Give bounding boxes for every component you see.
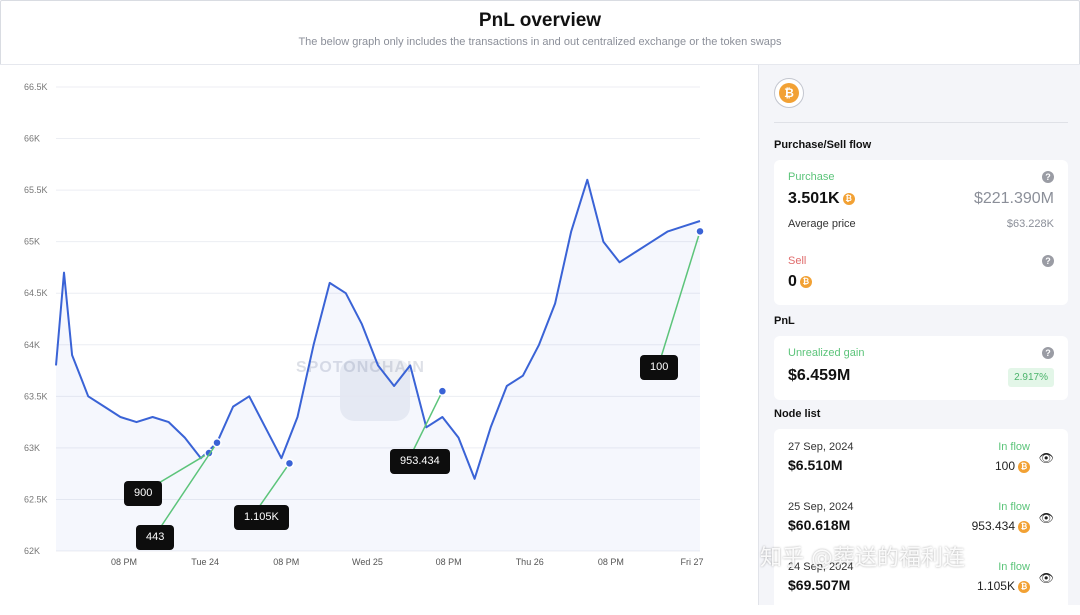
y-tick-label: 63K <box>24 443 40 453</box>
sidebar: ₿ Purchase/Sell flow Purchase ? 3.501K ₿ … <box>758 65 1080 605</box>
bitcoin-icon: ₿ <box>1018 580 1030 593</box>
purchase-sell-title: Purchase/Sell flow <box>774 139 872 151</box>
marker-tag[interactable]: 1.105K <box>234 505 289 530</box>
unrealized-gain-value: $6.459M <box>788 367 851 384</box>
marker-connector <box>153 442 218 538</box>
node-list-item[interactable]: 24 Sep, 2024 In flow $69.507M 1.105K ₿ 👁 <box>774 557 1068 615</box>
chart-svg: 62K 62.5K 63K 63.5K 64K 64.5K 65K 65.5K 66K 66.5K… <box>24 82 705 567</box>
node-flow-label: In flow <box>998 561 1030 573</box>
node-flow-label: In flow <box>998 501 1030 513</box>
hide-eye-icon[interactable]: 👁 <box>1038 571 1054 585</box>
node-amount-value: 953.434 <box>971 519 1015 533</box>
x-tick-label: 08 PM <box>598 557 624 567</box>
marker-tag[interactable]: 100 <box>640 355 679 380</box>
sell-label: Sell <box>788 255 807 267</box>
marker-tag[interactable]: 953.434 <box>390 449 450 474</box>
marker-point <box>695 226 705 237</box>
node-list-title: Node list <box>774 408 821 420</box>
purchase-sell-card: Purchase ? 3.501K ₿ $221.390M Average pri… <box>774 160 1068 305</box>
coin-selector[interactable]: ₿ <box>774 78 804 108</box>
bitcoin-icon: ₿ <box>799 275 812 288</box>
y-tick-label: 65K <box>24 237 40 247</box>
average-price-label: Average price <box>788 218 856 230</box>
y-tick-label: 62.5K <box>24 494 48 504</box>
page-header: PnL overview The below graph only includ… <box>0 0 1080 65</box>
node-amount: 100 ₿ <box>995 459 1030 473</box>
x-tick-label: Tue 24 <box>191 557 219 567</box>
sell-amount-value: 0 <box>788 273 797 290</box>
pnl-help-icon[interactable]: ? <box>1042 347 1054 359</box>
y-tick-label: 66K <box>24 134 40 144</box>
page-subtitle: The below graph only includes the transa… <box>298 36 782 48</box>
marker-tag[interactable]: 900 <box>124 481 163 506</box>
y-tick-label: 65.5K <box>24 185 48 195</box>
y-tick-label: 66.5K <box>24 82 48 92</box>
overlay-watermark: 知乎 @葬送的福利连 <box>760 546 965 571</box>
pnl-title: PnL <box>774 315 795 327</box>
node-list-item[interactable]: 27 Sep, 2024 In flow $6.510M 100 ₿ 👁 <box>774 437 1068 495</box>
x-tick-label: Wed 25 <box>352 557 383 567</box>
series-line <box>55 178 701 480</box>
sell-amount: 0 ₿ <box>788 273 812 291</box>
bitcoin-icon: ₿ <box>779 83 799 103</box>
pnl-percent-badge: 2.917% <box>1008 368 1054 387</box>
node-amount: 1.105K ₿ <box>977 579 1030 593</box>
x-tick-label: 08 PM <box>436 557 462 567</box>
x-tick-label: Thu 26 <box>516 557 544 567</box>
y-tick-label: 62K <box>24 546 40 556</box>
x-tick-label: Fri 27 <box>680 557 703 567</box>
node-date: 24 Sep, 2024 <box>788 561 854 573</box>
node-usd-value: $6.510M <box>788 457 843 473</box>
y-tick-label: 64.5K <box>24 288 48 298</box>
marker-point <box>437 386 448 396</box>
pnl-chart[interactable]: SPOTONCHAIN 62K62.5K63K63.5K64K64.5K65K6… <box>0 65 758 605</box>
bitcoin-icon: ₿ <box>1018 460 1030 473</box>
hide-eye-icon[interactable]: 👁 <box>1038 511 1054 525</box>
node-date: 25 Sep, 2024 <box>788 501 854 513</box>
node-amount-value: 1.105K <box>976 579 1015 593</box>
marker-connector <box>657 231 701 368</box>
marker-point <box>284 458 295 469</box>
watermark-logo <box>340 359 410 421</box>
node-usd-value: $60.618M <box>788 517 851 533</box>
node-list-item[interactable]: 25 Sep, 2024 In flow $60.618M 953.434 ₿ 👁 <box>774 497 1068 555</box>
node-list-card: 27 Sep, 2024 In flow $6.510M 100 ₿ 👁 25 Sep, 2… <box>774 429 1068 605</box>
sidebar-divider <box>774 122 1068 123</box>
y-tick-label: 64K <box>24 340 40 350</box>
x-tick-label: 08 PM <box>273 557 299 567</box>
purchase-usd: $221.390M <box>973 190 1054 207</box>
marker-point <box>212 437 222 448</box>
chart-watermark: SPOTONCHAIN <box>296 359 456 377</box>
bitcoin-icon: ₿ <box>1018 520 1030 533</box>
node-amount: 953.434 ₿ <box>972 519 1030 533</box>
purchase-help-icon[interactable]: ? <box>1042 171 1054 183</box>
purchase-label: Purchase <box>788 171 835 183</box>
node-amount-value: 100 <box>994 459 1015 473</box>
purchase-amount: 3.501K ₿ <box>788 190 855 208</box>
bitcoin-icon: ₿ <box>842 192 855 205</box>
unrealized-gain-label: Unrealized gain <box>788 347 865 359</box>
node-date: 27 Sep, 2024 <box>788 441 854 453</box>
purchase-amount-value: 3.501K <box>788 190 840 207</box>
x-tick-label: 08 PM <box>111 557 137 567</box>
y-tick-label: 63.5K <box>24 391 48 401</box>
page-title: PnL overview <box>478 10 602 31</box>
average-price-value: $63.228K <box>1006 218 1054 230</box>
node-flow-label: In flow <box>998 441 1030 453</box>
hide-eye-icon[interactable]: 👁 <box>1038 451 1054 465</box>
sell-help-icon[interactable]: ? <box>1042 255 1054 267</box>
node-usd-value: $69.507M <box>788 577 851 593</box>
marker-tag[interactable]: 443 <box>136 525 175 550</box>
pnl-card: Unrealized gain ? $6.459M 2.917% <box>774 336 1068 400</box>
